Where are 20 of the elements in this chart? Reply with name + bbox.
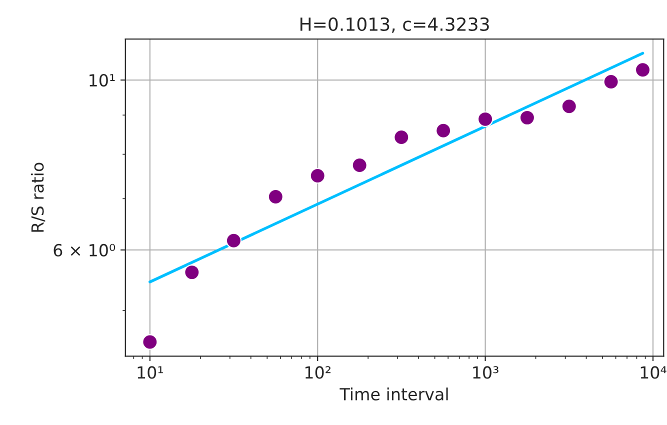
x-axis-title: Time interval	[340, 388, 448, 400]
point	[519, 110, 536, 126]
point	[394, 129, 410, 146]
x-tick-label: 10¹	[138, 366, 163, 379]
y-axis-title: R/S ratio	[30, 162, 46, 232]
y-tick-label: 6 × 10⁰	[54, 244, 116, 257]
point	[142, 334, 158, 350]
point	[561, 98, 577, 114]
point	[477, 111, 494, 128]
point	[603, 74, 619, 90]
x-tick-label: 10²	[306, 366, 331, 379]
point	[310, 168, 326, 184]
point	[226, 232, 242, 248]
point	[435, 122, 452, 138]
chart-title: H=0.1013, c=4.3233	[300, 17, 489, 33]
point	[184, 264, 200, 280]
point	[352, 157, 368, 174]
x-tick-label: 10⁴	[640, 366, 666, 379]
point	[268, 188, 284, 205]
x-tick-label: 10³	[473, 366, 498, 379]
